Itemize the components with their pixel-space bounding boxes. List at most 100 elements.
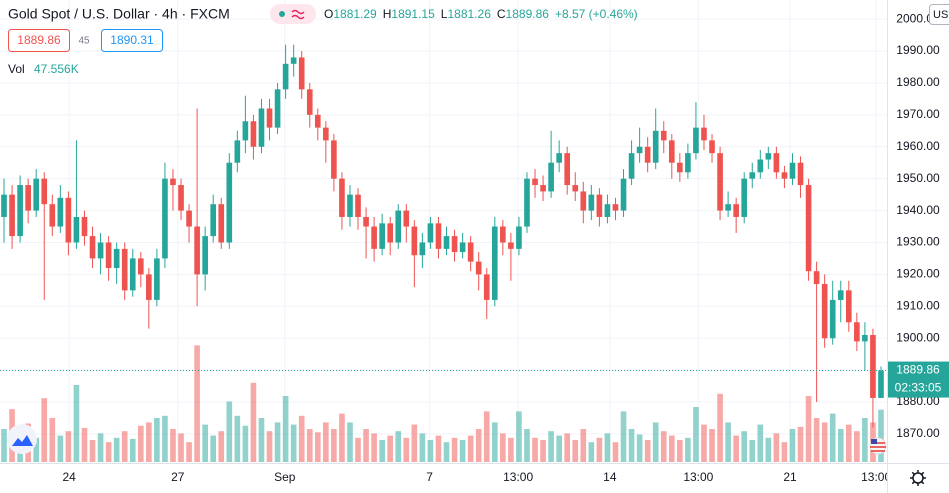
- volume-bar: [186, 442, 192, 462]
- candle-body: [693, 127, 699, 154]
- volume-bar: [137, 425, 144, 462]
- ohlc-value: 1889.86: [506, 7, 550, 21]
- candle-body: [845, 290, 852, 323]
- candle-body: [870, 335, 876, 398]
- volume-bar: [620, 411, 627, 462]
- ohlc-key: O: [324, 7, 333, 21]
- volume-bar: [49, 418, 56, 462]
- ohlc-value: 1881.26: [447, 7, 491, 21]
- volume-bar: [411, 424, 418, 462]
- y-tick-label: 1880.00: [896, 394, 940, 408]
- candle-body: [604, 204, 611, 217]
- candle-body: [805, 185, 812, 272]
- bid-box[interactable]: 1889.86: [8, 29, 70, 52]
- candle-body: [162, 178, 168, 259]
- volume-bar: [467, 435, 474, 462]
- candle-body: [298, 57, 305, 90]
- candle-body: [306, 89, 313, 115]
- x-axis: 24 27 Sep 7 13:00 14 13:00 21 13:00: [63, 470, 891, 484]
- volume-bar: [532, 437, 538, 462]
- candle-body: [41, 178, 48, 205]
- currency-button[interactable]: USD: [929, 4, 949, 25]
- candle-body: [628, 153, 635, 179]
- candle-body: [548, 162, 554, 192]
- ohlc-key: H: [383, 7, 392, 21]
- candle-body: [57, 197, 64, 227]
- currency[interactable]: USD: [933, 9, 949, 21]
- candle-body: [258, 108, 265, 147]
- volume-bar: [612, 442, 619, 462]
- x-tick-label: 24: [63, 470, 77, 484]
- candle-body: [725, 204, 731, 211]
- volume-bar: [733, 435, 739, 462]
- volume-bar: [298, 415, 305, 462]
- x-tick-label: 13:00: [861, 470, 891, 484]
- plot-area: [0, 0, 887, 462]
- candle-body: [781, 172, 788, 179]
- volume-bar: [146, 422, 152, 462]
- volume-bar: [387, 435, 394, 462]
- ohlc-value: 1881.29: [333, 7, 377, 21]
- candle-body: [154, 258, 160, 300]
- volume-bar: [862, 418, 868, 462]
- volume-bar: [701, 424, 707, 462]
- volume-bar: [797, 426, 804, 462]
- ohlc-key: L: [441, 7, 448, 21]
- candle-body: [395, 210, 402, 243]
- y-tick-label: 1960.00: [896, 139, 940, 153]
- volume-bar: [443, 442, 450, 462]
- candle-body: [837, 290, 844, 300]
- volume-bar: [403, 437, 410, 462]
- y-tick-label: 1940.00: [896, 203, 940, 217]
- logo-button[interactable]: [7, 424, 37, 454]
- candle-body: [483, 274, 490, 300]
- candle-body: [89, 236, 96, 259]
- candle-body: [355, 194, 361, 217]
- candle-body: [749, 172, 756, 179]
- ohlc-legend: O1881.29 H1891.15 L1881.26 C1889.86 +8.57 (+…: [324, 7, 638, 21]
- volume-bar: [813, 418, 820, 462]
- candle-body: [491, 226, 498, 300]
- volume-bar: [668, 435, 675, 462]
- volume-bar: [162, 415, 168, 462]
- settings-button[interactable]: [910, 470, 926, 486]
- volume-bar: [314, 432, 321, 462]
- status-badge: [270, 4, 316, 24]
- volume-bar: [757, 424, 764, 462]
- candle-body: [210, 204, 217, 237]
- candle-body: [564, 153, 571, 186]
- volume-bar: [483, 411, 490, 462]
- candle-body: [508, 242, 514, 249]
- volume-bar: [89, 440, 96, 462]
- volume-bar: [837, 429, 844, 462]
- volume-bar: [242, 425, 249, 462]
- bid-price[interactable]: 1889.86: [17, 33, 61, 47]
- candle-body: [797, 162, 804, 186]
- candle-body: [500, 226, 506, 243]
- volume-bar: [459, 440, 466, 462]
- candle-body: [25, 185, 31, 211]
- candle-body: [765, 153, 772, 160]
- candle-body: [588, 194, 595, 211]
- volume-bar: [427, 440, 434, 462]
- ohlc-value: 1891.15: [391, 7, 435, 21]
- volume-bar: [170, 429, 176, 462]
- volume-bar: [765, 437, 772, 462]
- volume-bar: [749, 440, 756, 462]
- candle-body: [379, 223, 385, 249]
- candle-body: [347, 194, 353, 217]
- volume-bar: [1, 429, 7, 462]
- last-price-box: [888, 361, 949, 398]
- volume-bar: [274, 422, 281, 462]
- volume-bar: [202, 424, 208, 462]
- candle-body: [572, 185, 579, 192]
- x-tick-label: 7: [426, 470, 433, 484]
- candle-body: [580, 191, 587, 211]
- volume-bar: [33, 437, 40, 462]
- candle-body: [178, 185, 184, 211]
- ask-price[interactable]: 1890.31: [110, 33, 154, 47]
- volume-bar: [644, 440, 651, 462]
- candle-body: [475, 261, 482, 275]
- candle-body: [170, 178, 176, 186]
- ask-box[interactable]: 1890.31: [101, 29, 163, 52]
